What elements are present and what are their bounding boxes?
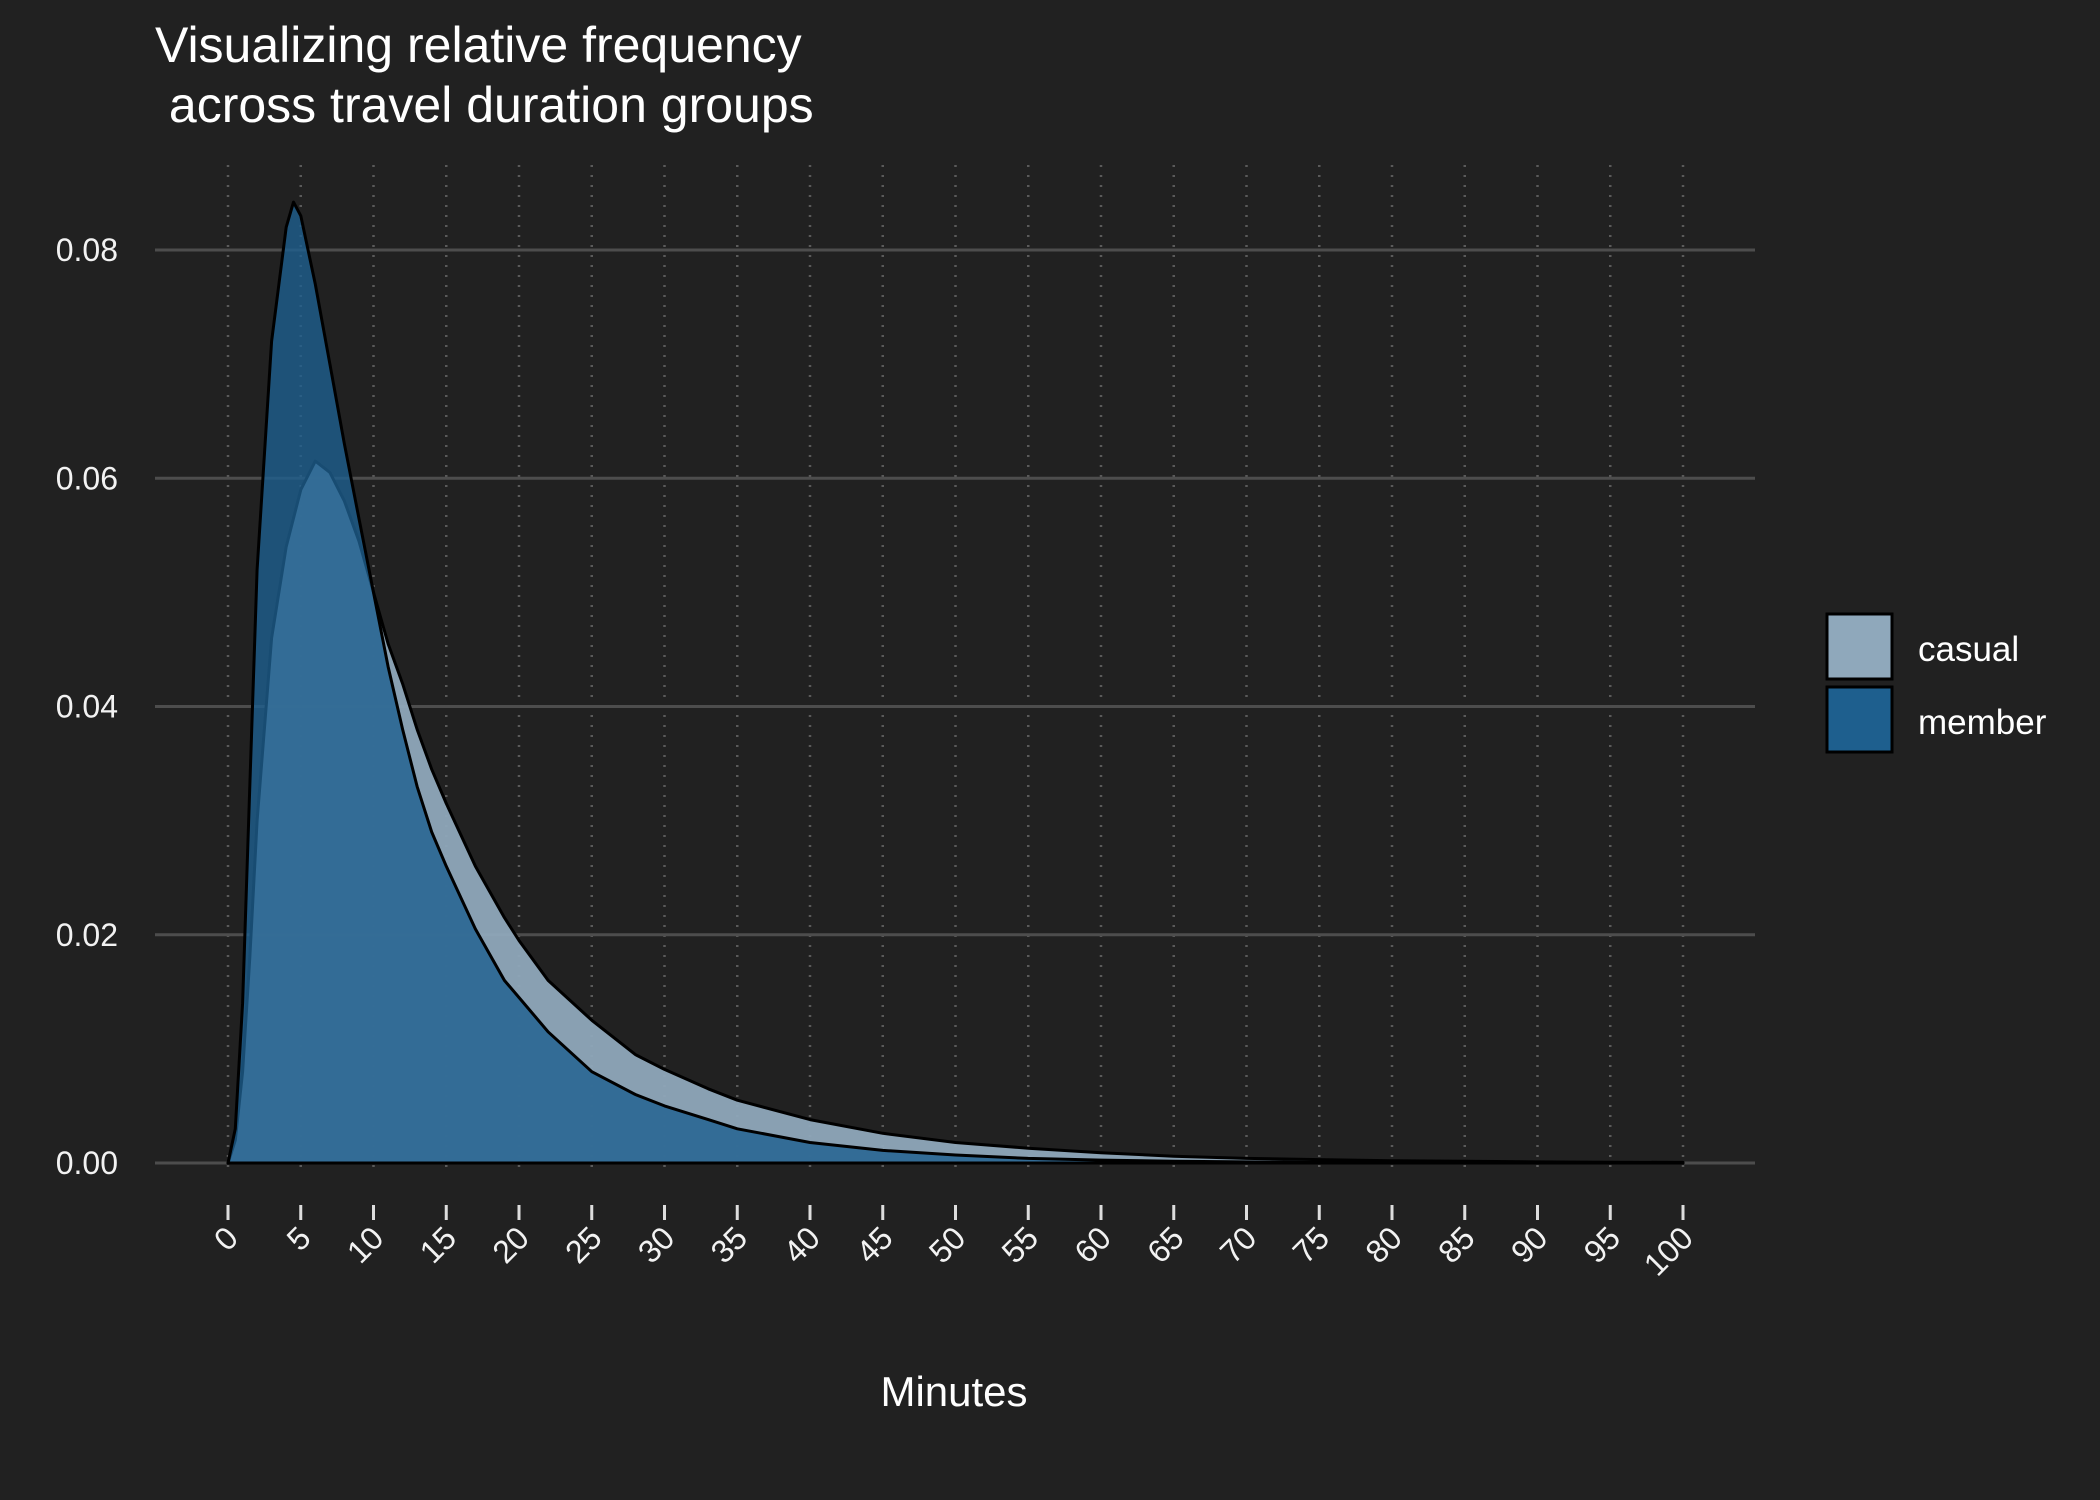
x-tick-label: 60: [1067, 1219, 1118, 1270]
x-tick-label: 25: [558, 1219, 609, 1270]
x-tick-label: 35: [704, 1219, 755, 1270]
legend-key-member: [1825, 685, 1894, 754]
x-tick-label: 80: [1358, 1219, 1409, 1270]
density-area-member: [226, 200, 1685, 1165]
legend: casual member: [1825, 612, 2047, 754]
x-tick-label: 5: [280, 1219, 318, 1257]
y-tick-label: 0.02: [56, 917, 118, 953]
chart-title-line-2: across travel duration groups: [155, 77, 814, 133]
chart-title-line-1: Visualizing relative frequency: [155, 17, 802, 73]
x-tick-label: 20: [485, 1219, 536, 1270]
legend-label-member: member: [1918, 703, 2047, 742]
grid: [155, 165, 1755, 1168]
legend-label-casual: casual: [1918, 630, 2019, 669]
density-areas: [226, 200, 1685, 1165]
y-tick-label: 0.00: [56, 1145, 118, 1181]
x-tick-label: 40: [776, 1219, 827, 1270]
x-tick-label: 0: [207, 1219, 245, 1257]
x-tick-label: 30: [631, 1219, 682, 1270]
x-tick-label: 45: [849, 1219, 900, 1270]
x-tick-label: 75: [1286, 1219, 1337, 1270]
y-tick-label: 0.06: [56, 460, 118, 496]
x-tick-label: 55: [995, 1219, 1046, 1270]
x-tick-label: 65: [1140, 1219, 1191, 1270]
x-tick-label: 15: [413, 1219, 464, 1270]
x-tick-label: 70: [1213, 1219, 1264, 1270]
x-tick-label: 100: [1637, 1219, 1700, 1282]
y-tick-label: 0.08: [56, 232, 118, 268]
x-tick-label: 10: [340, 1219, 391, 1270]
legend-key-casual: [1825, 612, 1894, 681]
y-axis-ticks: 0.00 0.02 0.04 0.06 0.08: [56, 232, 118, 1181]
x-axis-title: Minutes: [880, 1368, 1027, 1415]
x-tick-label: 95: [1577, 1219, 1628, 1270]
x-tick-label: 50: [922, 1219, 973, 1270]
x-tick-label: 90: [1504, 1219, 1555, 1270]
x-axis-ticks: 0 5 10 15 20 25 30 35 40 45 50 55 60 65 70 75 80 85 90 95 10…: [207, 1205, 1700, 1283]
y-tick-label: 0.04: [56, 689, 118, 725]
x-tick-label: 85: [1431, 1219, 1482, 1270]
